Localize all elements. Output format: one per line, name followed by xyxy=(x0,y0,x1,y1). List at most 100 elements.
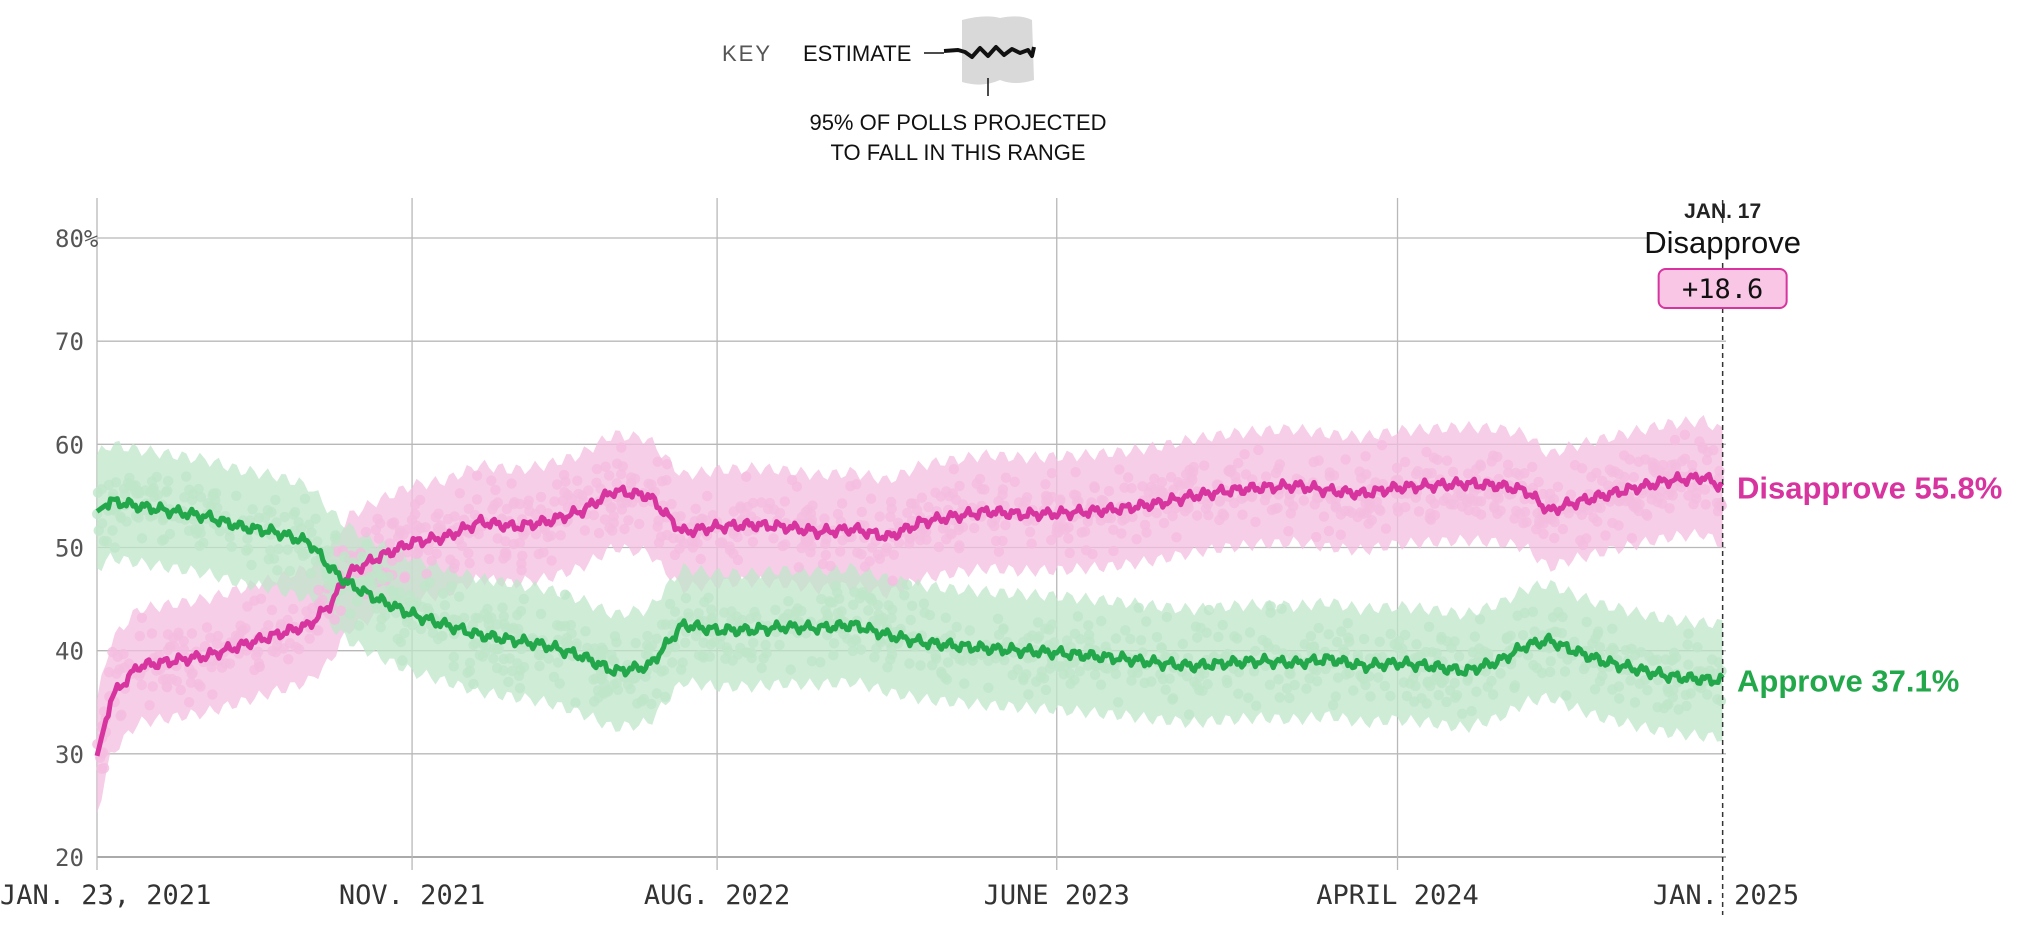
approve-poll-dot xyxy=(514,682,526,694)
approve-poll-dot xyxy=(706,604,717,615)
approve-poll-dot xyxy=(279,511,290,523)
x-tick-label: NOV. 2021 xyxy=(339,880,485,911)
approve-poll-dot xyxy=(96,518,108,529)
approve-poll-dot xyxy=(1487,689,1499,700)
disapprove-poll-dot xyxy=(206,662,217,673)
approve-poll-dot xyxy=(1343,632,1354,643)
approve-poll-dot xyxy=(1512,610,1523,621)
approve-poll-dot xyxy=(1589,684,1601,695)
approve-poll-dot xyxy=(1069,628,1081,639)
approve-poll-dot xyxy=(940,672,951,683)
disapprove-poll-dot xyxy=(360,526,372,538)
approve-poll-dot xyxy=(1486,675,1497,687)
approve-poll-dot xyxy=(676,664,687,675)
approve-poll-dot xyxy=(535,608,547,620)
disapprove-poll-dot xyxy=(393,551,404,563)
approve-poll-dot xyxy=(1529,626,1540,637)
disapprove-poll-dot xyxy=(1151,507,1162,519)
disapprove-poll-dot xyxy=(820,549,831,561)
disapprove-poll-dot xyxy=(373,533,384,544)
disapprove-poll-dot xyxy=(313,584,324,596)
disapprove-poll-dot xyxy=(409,499,421,510)
approve-poll-dot xyxy=(1581,616,1592,628)
approve-poll-dot xyxy=(1474,643,1485,654)
approve-poll-dot xyxy=(644,643,655,654)
disapprove-poll-dot xyxy=(178,644,190,655)
disapprove-poll-dot xyxy=(293,644,305,655)
disapprove-poll-dot xyxy=(1628,472,1640,483)
current-callout: JAN. 17 Disapprove +18.6 xyxy=(1644,200,1801,915)
approve-poll-dot xyxy=(352,595,363,607)
disapprove-poll-dot xyxy=(634,518,645,530)
approve-poll-dot xyxy=(534,660,545,672)
disapprove-poll-dot xyxy=(599,514,611,525)
approve-poll-dot xyxy=(415,623,427,635)
disapprove-poll-dot xyxy=(535,491,547,503)
disapprove-poll-dot xyxy=(780,539,791,550)
disapprove-poll-dot xyxy=(1217,508,1228,519)
disapprove-poll-dot xyxy=(687,542,699,553)
disapprove-poll-dot xyxy=(661,475,672,486)
disapprove-poll-dot xyxy=(957,499,969,510)
disapprove-poll-dot xyxy=(728,506,739,517)
disapprove-poll-dot xyxy=(107,646,118,658)
approve-poll-dot xyxy=(1332,672,1344,683)
disapprove-poll-dot xyxy=(1687,459,1698,471)
approve-poll-dot xyxy=(1126,675,1137,686)
disapprove-poll-dot xyxy=(518,529,529,541)
disapprove-poll-dot xyxy=(119,662,130,673)
approve-poll-dot xyxy=(1146,676,1157,687)
disapprove-poll-dot xyxy=(1592,516,1603,527)
disapprove-poll-dot xyxy=(1237,509,1248,520)
disapprove-poll-dot xyxy=(284,638,296,649)
disapprove-poll-dot xyxy=(498,553,509,564)
approve-poll-dot xyxy=(1083,629,1095,641)
disapprove-poll-dot xyxy=(207,689,218,700)
disapprove-poll-dot xyxy=(820,538,831,550)
disapprove-poll-dot xyxy=(492,497,503,508)
key-legend: KEY ESTIMATE 95% OF POLLS PROJECTED TO F… xyxy=(722,16,1107,165)
callout-leader: Disapprove xyxy=(1644,225,1801,260)
approve-poll-dot xyxy=(1183,709,1195,720)
disapprove-poll-dot xyxy=(948,464,959,475)
disapprove-poll-dot xyxy=(702,490,713,502)
approve-poll-dot xyxy=(998,624,1009,635)
disapprove-poll-dot xyxy=(98,762,110,774)
approve-poll-dot xyxy=(191,528,202,539)
disapprove-poll-dot xyxy=(1063,533,1074,544)
disapprove-poll-dot xyxy=(1410,492,1422,503)
approve-poll-dot xyxy=(1074,666,1086,677)
approve-poll-dot xyxy=(1342,618,1354,629)
disapprove-poll-dot xyxy=(283,654,294,665)
disapprove-poll-dot xyxy=(1076,527,1087,538)
disapprove-poll-dot xyxy=(1669,459,1681,470)
disapprove-poll-dot xyxy=(611,458,623,469)
approve-poll-dot xyxy=(660,691,671,702)
approve-poll-dot xyxy=(1385,690,1396,702)
disapprove-poll-dot xyxy=(161,673,172,684)
approve-poll-dot xyxy=(202,498,213,509)
disapprove-poll-dot xyxy=(1569,460,1581,471)
approve-poll-dot xyxy=(468,639,479,651)
disapprove-poll-dot xyxy=(1123,472,1134,483)
approve-poll-dot xyxy=(1409,653,1420,664)
disapprove-poll-dot xyxy=(805,508,817,519)
approve-poll-dot xyxy=(1644,651,1655,662)
disapprove-poll-dot xyxy=(1108,524,1119,535)
approve-poll-dot xyxy=(163,475,174,487)
approve-poll-dot xyxy=(848,599,859,610)
approve-poll-dot xyxy=(1220,651,1231,662)
disapprove-poll-dot xyxy=(1669,434,1681,446)
approve-poll-dot xyxy=(1035,672,1047,683)
approve-poll-dot xyxy=(1083,620,1094,631)
disapprove-poll-dot xyxy=(1451,492,1463,503)
approve-poll-dot xyxy=(1113,697,1124,708)
approve-poll-dot xyxy=(806,656,818,667)
disapprove-poll-dot xyxy=(1239,449,1250,460)
disapprove-poll-dot xyxy=(1335,529,1347,540)
disapprove-poll-dot xyxy=(856,506,867,518)
approve-poll-dot xyxy=(1064,668,1076,679)
approve-poll-dot xyxy=(1441,696,1452,708)
disapprove-poll-dot xyxy=(423,545,434,556)
disapprove-poll-dot xyxy=(1137,481,1148,492)
